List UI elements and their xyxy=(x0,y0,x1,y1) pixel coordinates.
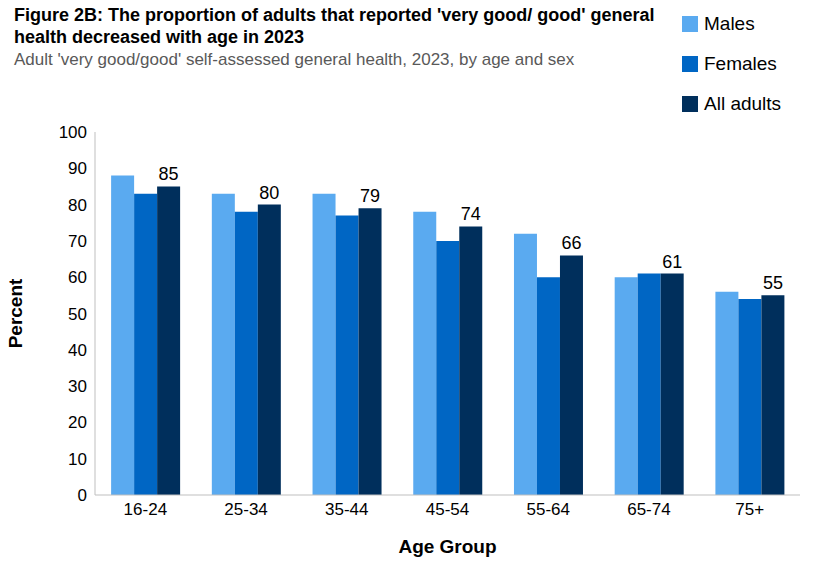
svg-text:85: 85 xyxy=(159,164,179,184)
svg-text:66: 66 xyxy=(561,233,581,253)
svg-text:65-74: 65-74 xyxy=(627,500,670,519)
svg-text:50: 50 xyxy=(68,305,87,324)
svg-text:20: 20 xyxy=(68,413,87,432)
svg-text:Percent: Percent xyxy=(8,278,26,348)
svg-text:0: 0 xyxy=(78,486,87,505)
svg-text:100: 100 xyxy=(59,123,87,142)
svg-text:70: 70 xyxy=(68,232,87,251)
svg-text:30: 30 xyxy=(68,377,87,396)
svg-text:25-34: 25-34 xyxy=(224,500,267,519)
svg-text:40: 40 xyxy=(68,341,87,360)
svg-text:80: 80 xyxy=(68,196,87,215)
svg-text:90: 90 xyxy=(68,159,87,178)
svg-text:16-24: 16-24 xyxy=(124,500,167,519)
svg-text:79: 79 xyxy=(360,186,380,206)
html-text:All adults: All adults xyxy=(704,93,782,114)
svg-text:75+: 75+ xyxy=(735,500,764,519)
svg-text:55: 55 xyxy=(763,273,783,293)
svg-text:10: 10 xyxy=(68,450,87,469)
html-text:Adult 'very good/good' self-as: Adult 'very good/good' self-assessed gen… xyxy=(14,50,575,69)
svg-text:35-44: 35-44 xyxy=(325,500,368,519)
svg-text:74: 74 xyxy=(461,204,481,224)
svg-text:80: 80 xyxy=(259,183,279,203)
svg-text:61: 61 xyxy=(662,252,682,272)
html-text:Males: Males xyxy=(704,13,755,34)
svg-text:45-54: 45-54 xyxy=(426,500,469,519)
svg-text:60: 60 xyxy=(68,268,87,287)
html-text:Females: Females xyxy=(704,53,777,74)
svg-text:55-64: 55-64 xyxy=(526,500,569,519)
svg-text:Age Group: Age Group xyxy=(398,536,496,557)
html-text:Figure 2B: The proportion of a: Figure 2B: The proportion of adults that… xyxy=(14,5,655,47)
